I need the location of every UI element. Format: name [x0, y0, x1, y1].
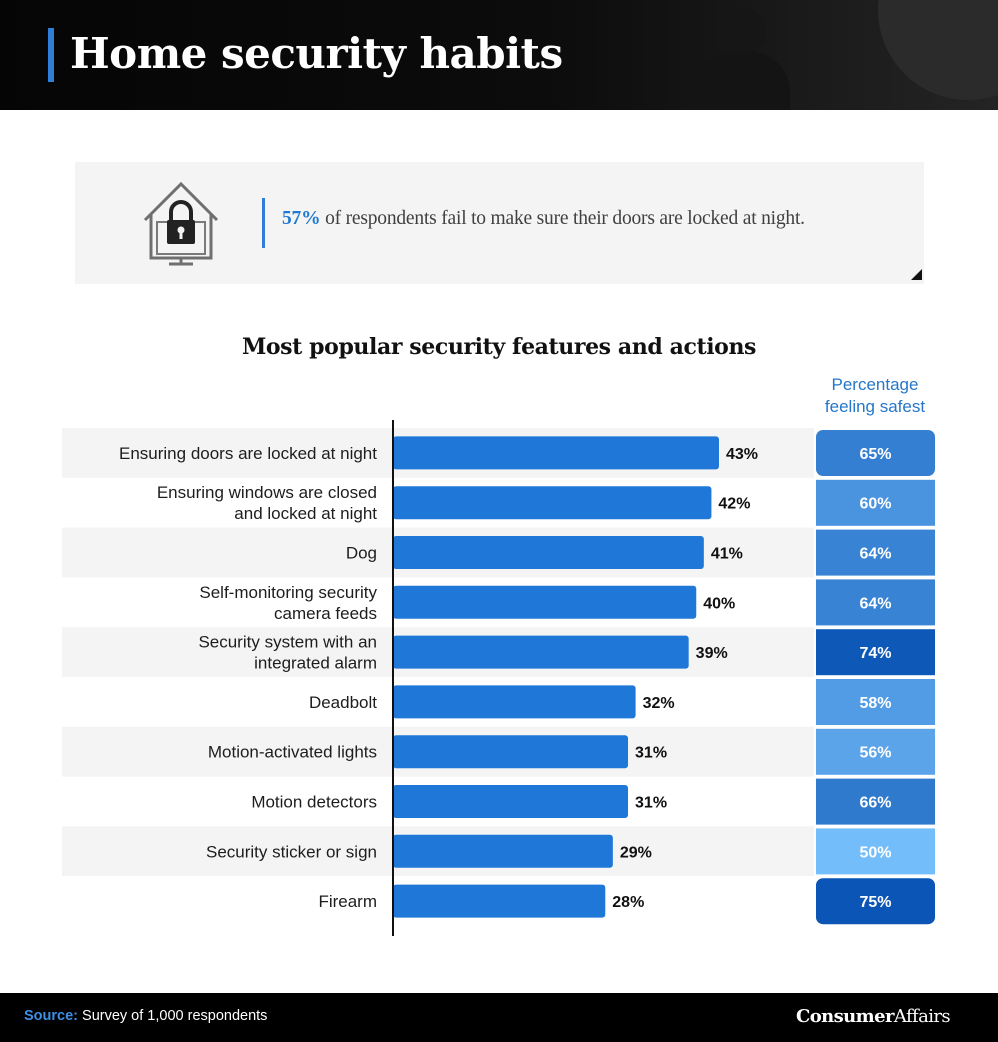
bar-value-label: 39% [696, 645, 728, 662]
house-lock-icon [143, 181, 219, 266]
source-text: Survey of 1,000 respondents [78, 1008, 268, 1024]
bar-value-label: 28% [612, 894, 644, 911]
safest-cell [816, 778, 935, 825]
safest-cell [816, 629, 935, 676]
safest-cell [816, 828, 935, 875]
safest-value-label: 60% [859, 496, 891, 513]
category-label: Security sticker or sign [206, 842, 377, 861]
title-accent-bar [48, 28, 54, 82]
bar [393, 536, 704, 569]
category-label: camera feeds [274, 604, 377, 623]
safest-value-label: 56% [859, 745, 891, 762]
category-label: Deadbolt [309, 693, 377, 712]
safest-column-header: Percentage feeling safest [824, 375, 926, 416]
safest-value-label: 58% [859, 695, 891, 712]
stat-sentence: 57% of respondents fail to make sure the… [282, 208, 805, 230]
category-label: Security system with an [198, 633, 377, 652]
header-banner: Home security habits [0, 0, 998, 110]
brand-logo: ConsumerAffairs [796, 1006, 951, 1027]
stat-callout-card: 57% of respondents fail to make sure the… [75, 162, 924, 284]
bar-value-label: 42% [718, 496, 750, 513]
safest-cell [816, 529, 935, 576]
bar [393, 834, 613, 868]
stat-divider [262, 198, 265, 248]
safest-value-label: 50% [859, 844, 891, 861]
safest-cell [816, 479, 935, 526]
safest-cell [816, 679, 935, 725]
bar [393, 635, 689, 669]
safest-value-label: 74% [859, 645, 891, 662]
source-note: Source: Survey of 1,000 respondents [24, 1008, 267, 1024]
category-label: Motion detectors [251, 793, 377, 812]
safest-value-label: 64% [859, 595, 891, 612]
bar [393, 585, 697, 619]
footer: Source: Survey of 1,000 respondents Cons… [0, 993, 998, 1042]
category-label: Ensuring windows are closed [157, 483, 377, 502]
safest-value-label: 64% [859, 546, 891, 563]
bar-value-label: 31% [635, 795, 667, 812]
category-label: Ensuring doors are locked at night [119, 444, 377, 463]
brand-logo-bold: Consumer [796, 1006, 894, 1027]
safest-value-label: 75% [859, 894, 891, 911]
bar [393, 486, 712, 520]
bar-value-label: 40% [703, 595, 735, 612]
page-title: Home security habits [70, 29, 563, 78]
bar-value-label: 29% [620, 844, 652, 861]
person-silhouette-body [694, 52, 790, 110]
bar [393, 436, 719, 470]
source-label: Source: [24, 1008, 78, 1024]
bar [393, 735, 629, 769]
bar [393, 884, 606, 918]
bar-value-label: 31% [635, 745, 667, 762]
bar-value-label: 41% [711, 546, 743, 563]
category-label: integrated alarm [254, 654, 377, 673]
category-label: Dog [346, 544, 377, 563]
stat-description: of respondents fail to make sure their d… [320, 208, 805, 229]
bar [393, 685, 636, 719]
safest-value-label: 66% [859, 795, 891, 812]
bar-value-label: 32% [643, 695, 675, 712]
bar [393, 785, 629, 818]
person-silhouette-image [722, 8, 766, 56]
safest-cell [816, 728, 935, 775]
category-label: Motion-activated lights [208, 743, 377, 762]
safest-cell [816, 579, 935, 626]
card-corner-marker [911, 269, 922, 280]
safest-cell [816, 878, 935, 925]
chart-title: Most popular security features and actio… [241, 334, 757, 360]
category-label: Self-monitoring security [199, 583, 377, 602]
bar-value-label: 43% [726, 446, 758, 463]
stat-highlight-value: 57% [282, 208, 321, 229]
safest-cell [816, 430, 935, 476]
brand-logo-regular: Affairs [893, 1006, 951, 1027]
category-label: and locked at night [234, 504, 377, 523]
category-label: Firearm [318, 892, 377, 911]
safest-value-label: 65% [859, 446, 891, 463]
